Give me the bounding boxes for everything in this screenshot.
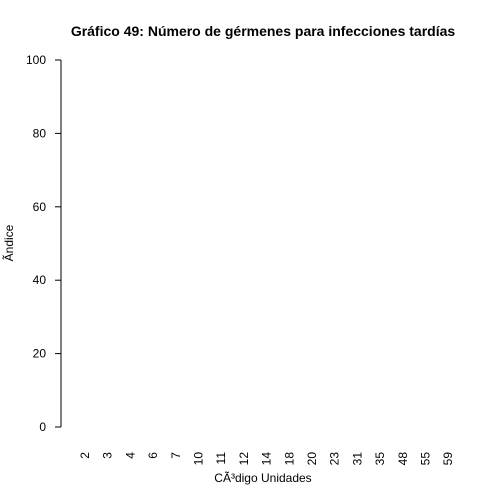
x-tick-label: 2 (78, 452, 92, 459)
x-tick-label: 48 (396, 452, 410, 466)
y-tick-label: 100 (26, 53, 46, 67)
x-tick-label: 6 (146, 452, 160, 459)
x-tick-label: 10 (192, 452, 206, 466)
x-axis: 2 3 4 6 7 10 11 12 14 18 20 23 31 35 48 55 59 (78, 452, 455, 466)
x-tick-label: 12 (237, 452, 251, 466)
x-tick-label: 3 (101, 452, 115, 459)
x-tick-label: 7 (169, 452, 183, 459)
y-tick-label: 20 (33, 347, 47, 361)
y-tick-label: 60 (33, 200, 47, 214)
chart-title: Gráfico 49: Número de gérmenes para infe… (71, 23, 456, 39)
y-tick-label: 80 (33, 126, 47, 140)
x-axis-label: CÃ³digo Unidades (214, 471, 311, 485)
y-tick-label: 40 (33, 273, 47, 287)
x-tick-label: 55 (419, 452, 433, 466)
x-tick-label: 23 (328, 452, 342, 466)
y-tick-label: 0 (39, 420, 46, 434)
x-tick-label: 59 (441, 452, 455, 466)
x-tick-label: 11 (214, 452, 228, 465)
x-tick-label: 20 (305, 452, 319, 466)
x-tick-label: 14 (260, 452, 274, 466)
y-axis-label: Ãndice (2, 224, 16, 261)
x-tick-label: 18 (282, 452, 296, 466)
x-tick-label: 4 (123, 452, 137, 459)
x-tick-label: 35 (373, 452, 387, 466)
y-axis: 0 20 40 60 80 100 (26, 53, 62, 434)
x-tick-label: 31 (350, 452, 364, 466)
